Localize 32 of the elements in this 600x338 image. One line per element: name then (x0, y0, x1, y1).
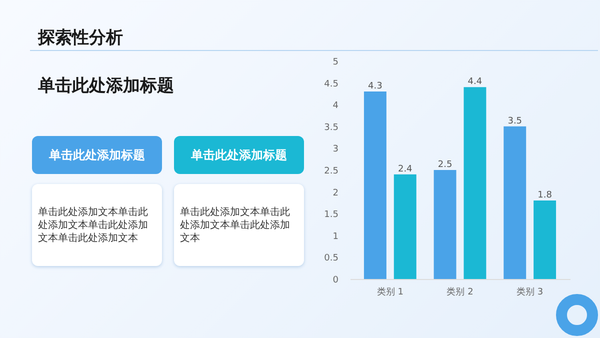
y-tick-label: 5 (332, 58, 338, 68)
y-tick-label: 2 (332, 188, 338, 198)
bar (504, 126, 526, 279)
y-tick-label: 0 (332, 276, 339, 286)
bar (364, 92, 386, 279)
text: 探索性分析 (38, 27, 123, 49)
y-tick-label: 4.5 (324, 79, 338, 90)
data-label: 2.4 (398, 164, 413, 174)
data-label: 1.8 (538, 190, 552, 201)
x-tick-label: 类别 1 (376, 286, 404, 298)
y-tick-label: 0.5 (324, 254, 338, 264)
x-tick-label: 类别 2 (446, 286, 474, 298)
y-tick-label: 1.5 (324, 210, 338, 220)
text: 单击此处添加标题 (174, 136, 304, 174)
y-tick-label: 2.5 (324, 166, 338, 176)
data-label: 3.5 (508, 116, 522, 126)
data-label: 4.3 (368, 82, 382, 92)
y-tick-label: 3.5 (324, 122, 338, 133)
bar (534, 200, 556, 279)
bar (434, 170, 456, 279)
text: 单击此处添加标题 (38, 75, 174, 97)
y-tick-label: 3 (332, 144, 338, 155)
y-tick-label: 4 (332, 101, 339, 112)
text: 单击此处添加文本单击此处添加文本单击此处添加文本 (174, 184, 304, 266)
data-label: 4.4 (468, 77, 482, 88)
y-tick-label: 1 (332, 232, 338, 242)
data-label: 2.5 (438, 160, 452, 170)
text: 单击此处添加文本单击此处添加文本单击此处添加文本单击此处添加文本 (32, 184, 162, 266)
bar (394, 174, 416, 279)
bar (464, 87, 486, 279)
text: 单击此处添加标题 (32, 136, 162, 174)
x-tick-label: 类别 3 (516, 286, 544, 298)
